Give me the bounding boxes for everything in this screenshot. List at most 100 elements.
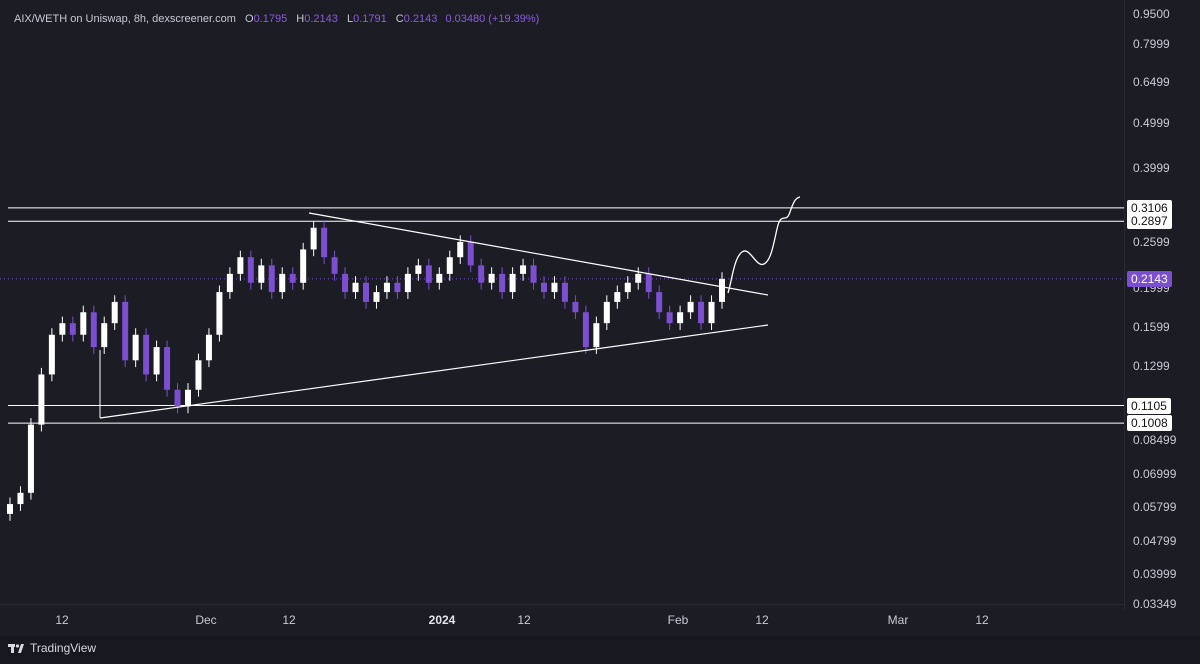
time-tick-label: Mar bbox=[887, 613, 909, 627]
candle-body bbox=[520, 265, 527, 274]
candle-body bbox=[310, 227, 317, 250]
low-label: L bbox=[346, 13, 354, 25]
candle-body bbox=[467, 241, 474, 266]
time-tick-label: 12 bbox=[517, 613, 531, 627]
candle-body bbox=[509, 273, 516, 293]
candle-body bbox=[300, 249, 307, 283]
candle-body bbox=[373, 292, 380, 302]
tradingview-logo[interactable]: TradingView bbox=[8, 641, 96, 655]
price-tick-label: 0.9500 bbox=[1133, 7, 1170, 21]
time-tick-label: 12 bbox=[282, 613, 296, 627]
candle-body bbox=[446, 257, 453, 274]
candle-body bbox=[363, 282, 369, 302]
time-tick-label: Feb bbox=[667, 613, 689, 627]
candle-body bbox=[614, 292, 621, 302]
candle-body bbox=[603, 301, 610, 324]
current-price-badge: 0.2143 bbox=[1127, 270, 1172, 287]
candle-body bbox=[132, 334, 139, 361]
change-value: 0.03480 (+19.39%) bbox=[445, 13, 540, 25]
candle-body bbox=[111, 301, 118, 324]
lower-trendline bbox=[99, 324, 769, 419]
price-tick-label: 0.06999 bbox=[1133, 467, 1177, 481]
candle-body bbox=[499, 273, 506, 293]
chart-area[interactable]: AIX/WETH on Uniswap, 8h, dexscreener.com… bbox=[0, 0, 1124, 604]
high-label: H bbox=[296, 13, 305, 25]
tradingview-icon bbox=[8, 642, 24, 654]
projection-path bbox=[727, 196, 801, 294]
candle-body bbox=[572, 301, 579, 313]
time-tick-label: 2024 bbox=[428, 613, 456, 627]
candle-body bbox=[226, 273, 233, 293]
candle-body bbox=[185, 389, 191, 407]
footer-bar: TradingView bbox=[0, 636, 1200, 664]
price-tick-label: 0.6499 bbox=[1133, 75, 1170, 89]
price-scale[interactable]: 0.9500 0.7999 0.6499 0.4999 0.3999 0.2599 0.19… bbox=[1124, 0, 1200, 611]
price-tick-label: 0.4999 bbox=[1133, 116, 1170, 130]
candle-body bbox=[143, 334, 150, 375]
candle-body bbox=[478, 265, 485, 283]
level-price-badge: 0.1008 bbox=[1127, 415, 1172, 432]
price-tick-label: 0.1299 bbox=[1133, 359, 1170, 373]
upper-trendline bbox=[308, 212, 769, 296]
candle-body bbox=[205, 334, 212, 361]
price-tick-label: 0.04799 bbox=[1133, 534, 1177, 548]
candle-body bbox=[394, 282, 401, 293]
candle-body bbox=[90, 312, 97, 348]
candle-body bbox=[656, 292, 663, 313]
candle-body bbox=[174, 389, 181, 407]
candle-body bbox=[593, 323, 600, 348]
candle-body bbox=[17, 492, 24, 505]
symbol-title: AIX/WETH on Uniswap, 8h, dexscreener.com bbox=[14, 13, 236, 25]
candle-body bbox=[541, 282, 547, 293]
candle-body bbox=[436, 273, 443, 283]
candle-body bbox=[561, 282, 568, 302]
price-tick-label: 0.1599 bbox=[1133, 320, 1170, 334]
close-value: 0.2143 bbox=[403, 13, 438, 25]
price-tick-label: 0.3999 bbox=[1133, 161, 1170, 175]
time-tick-label: Dec bbox=[195, 613, 217, 627]
close-label: C bbox=[395, 13, 404, 25]
candle-body bbox=[80, 312, 87, 335]
tradingview-brand: TradingView bbox=[30, 641, 97, 655]
candle-body bbox=[268, 265, 275, 293]
candle-body bbox=[342, 273, 349, 293]
candle-body bbox=[530, 265, 537, 283]
candle-body bbox=[331, 257, 338, 274]
price-tick-label: 0.05799 bbox=[1133, 500, 1177, 514]
candle-body bbox=[677, 312, 684, 324]
candle-body bbox=[645, 273, 652, 293]
candle-body bbox=[38, 374, 45, 425]
candle-body bbox=[216, 292, 223, 335]
candle-body bbox=[101, 323, 108, 348]
price-tick-label: 0.2599 bbox=[1133, 235, 1170, 249]
candle-body bbox=[383, 282, 390, 293]
candle-body bbox=[164, 347, 171, 390]
chart-canvas[interactable] bbox=[0, 0, 1124, 604]
candle-body bbox=[59, 323, 66, 335]
open-value: 0.1795 bbox=[253, 13, 288, 25]
candle-body bbox=[404, 273, 411, 293]
candle-body bbox=[69, 323, 76, 335]
price-tick-label: 0.08499 bbox=[1133, 433, 1177, 447]
candle-body bbox=[582, 312, 589, 348]
candle-body bbox=[457, 241, 464, 258]
candle-body bbox=[635, 273, 642, 283]
low-value: 0.1791 bbox=[353, 13, 387, 25]
time-tick-label: 12 bbox=[55, 613, 69, 627]
time-tick-label: 12 bbox=[755, 613, 769, 627]
candle-body bbox=[7, 504, 13, 514]
candle-body bbox=[279, 273, 286, 293]
symbol-legend: AIX/WETH on Uniswap, 8h, dexscreener.com… bbox=[14, 13, 539, 25]
candle-body bbox=[48, 334, 55, 375]
candle-body bbox=[687, 301, 694, 313]
candle-body bbox=[122, 301, 129, 361]
candle-body bbox=[698, 301, 705, 324]
candle-body bbox=[321, 227, 328, 258]
time-scale[interactable]: 12 Dec 12 2024 12 Feb 12 Mar 12 bbox=[0, 604, 1124, 637]
candle-body bbox=[153, 347, 160, 375]
price-tick-label: 0.03999 bbox=[1133, 567, 1177, 581]
candle-body bbox=[237, 257, 244, 274]
high-value: 0.2143 bbox=[304, 13, 338, 25]
level-price-badge: 0.2897 bbox=[1127, 213, 1172, 230]
candle-body bbox=[415, 265, 422, 274]
